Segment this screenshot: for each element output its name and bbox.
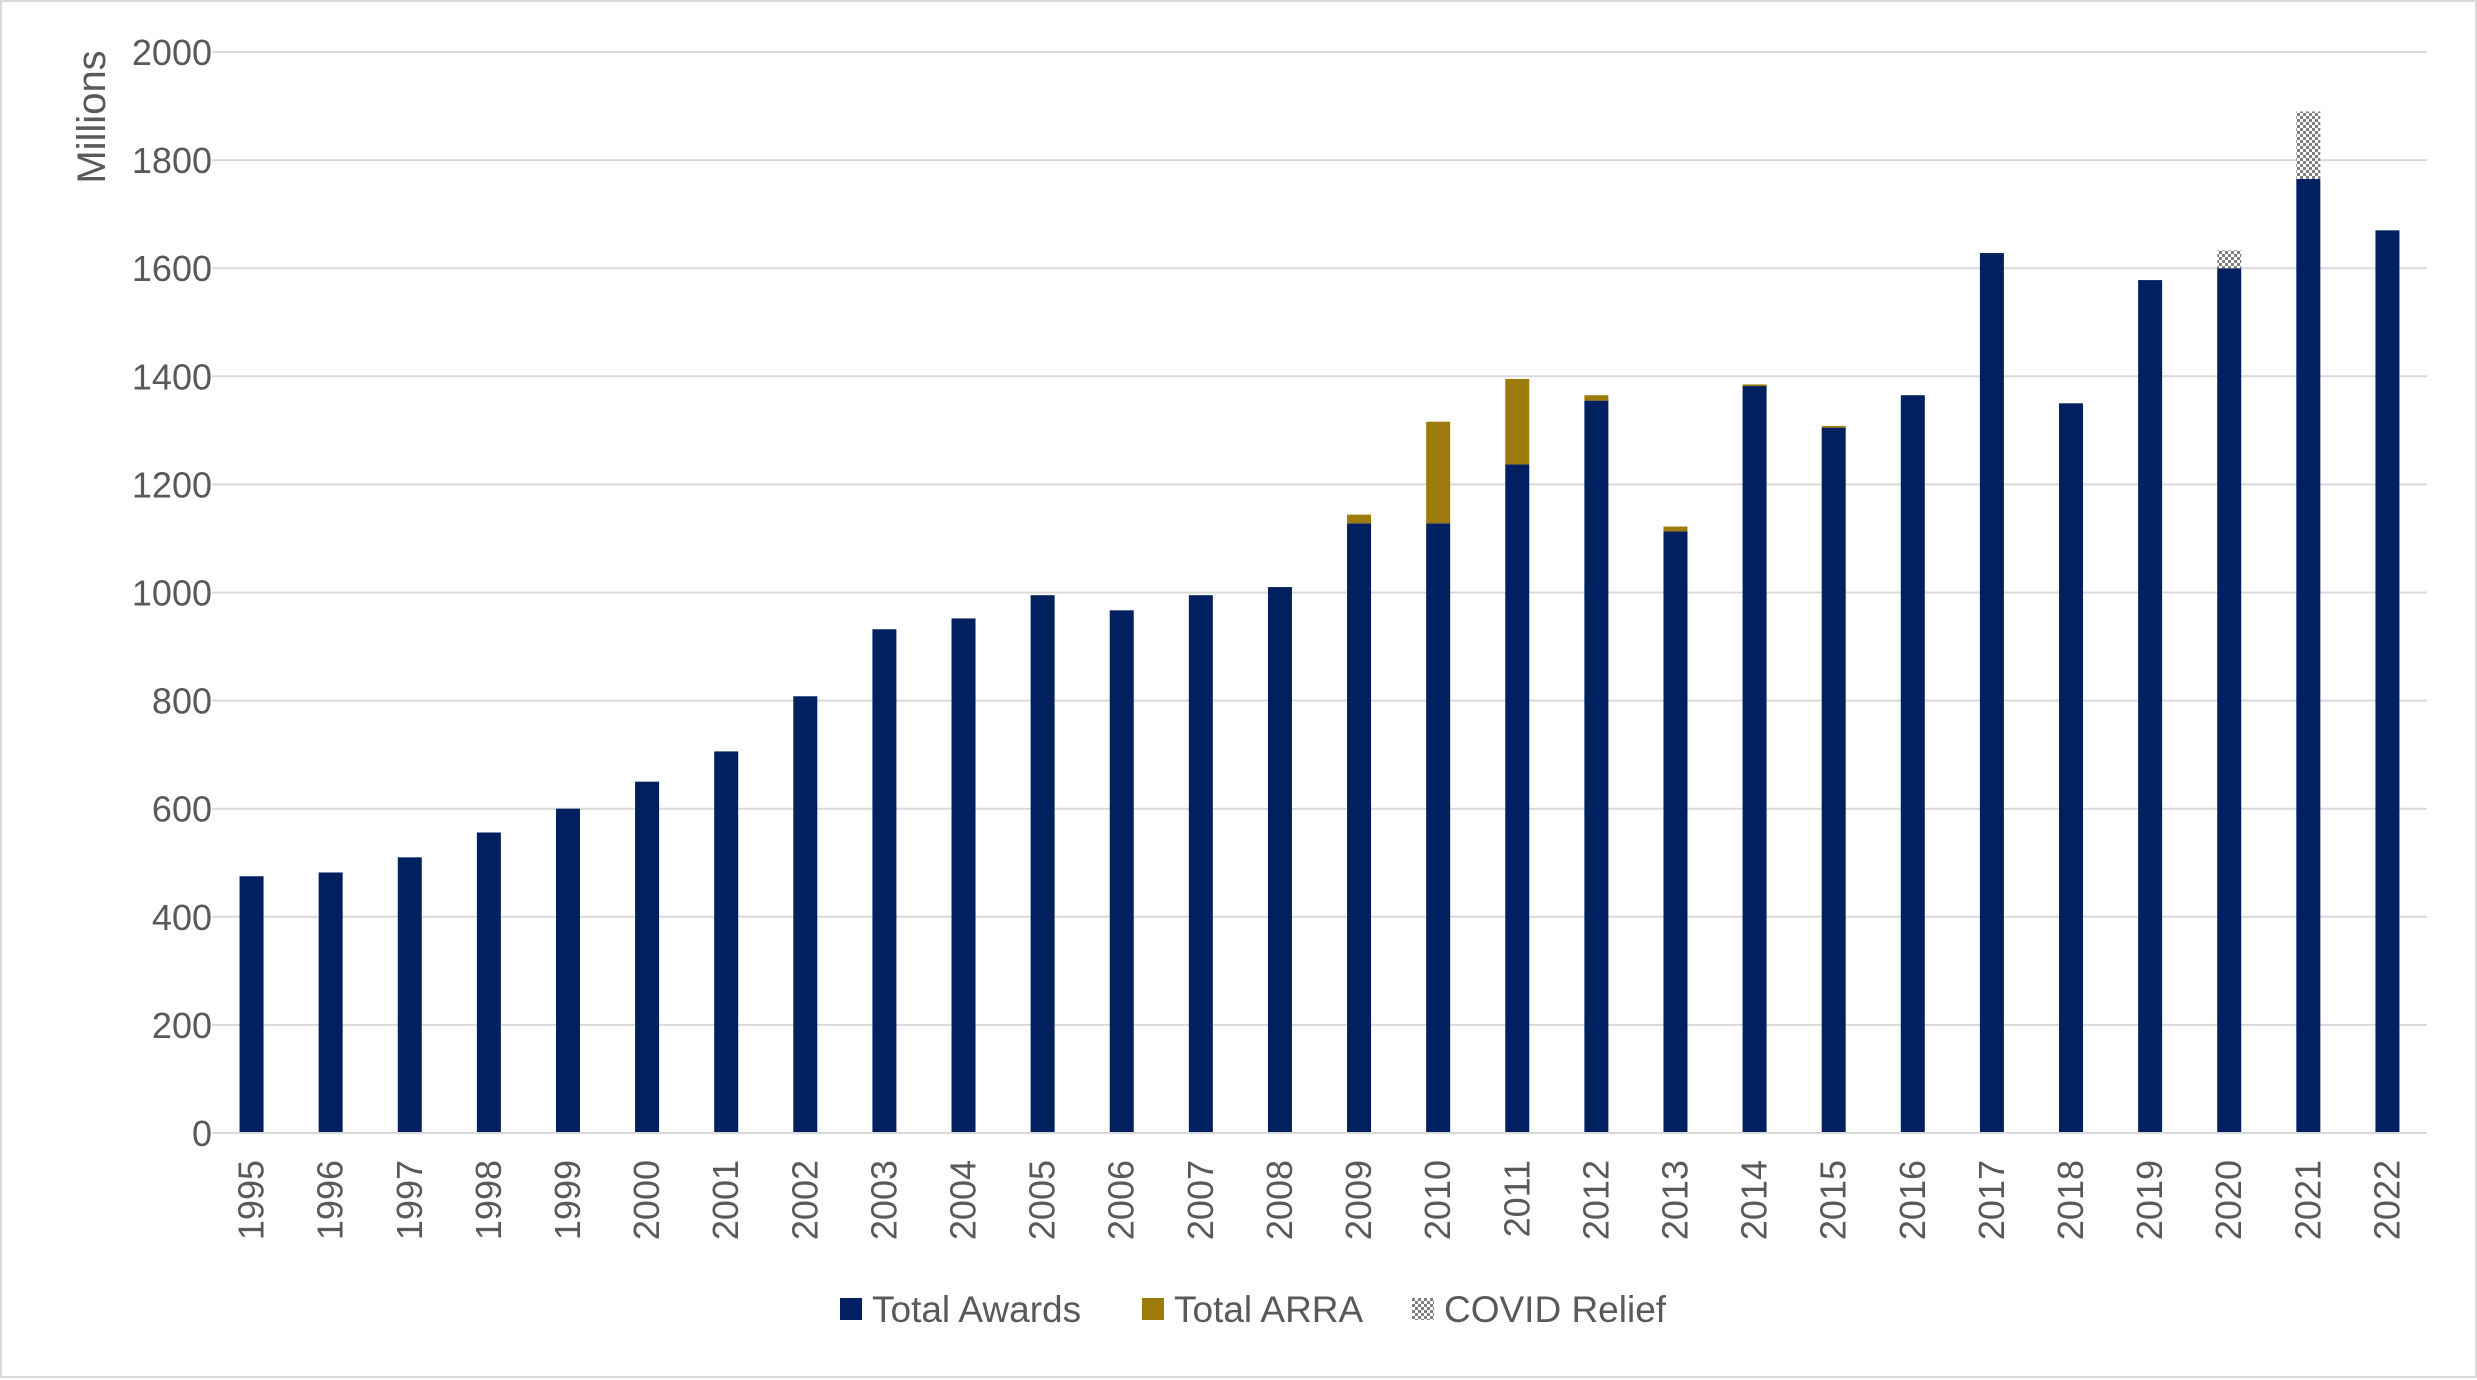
y-tick-label-200: 200 (152, 1005, 212, 1046)
y-tick-label-400: 400 (152, 897, 212, 938)
y-tick-label-1200: 1200 (132, 464, 212, 505)
bar-total-awards-2022 (2375, 230, 2400, 1134)
bar-total-awards-1997 (397, 857, 422, 1133)
bar-total-awards-2021 (2296, 179, 2321, 1133)
x-tick-label-2005: 2005 (1022, 1160, 1063, 1240)
bar-covid-relief-2021 (2296, 111, 2321, 180)
x-tick-label-1998: 1998 (468, 1160, 509, 1240)
bar-total-awards-2005 (1030, 595, 1055, 1133)
x-tick-label-2021: 2021 (2287, 1160, 2328, 1240)
bar-total-awards-2012 (1584, 400, 1609, 1133)
bar-total-awards-2001 (714, 751, 739, 1133)
x-tick-label-1999: 1999 (547, 1160, 588, 1240)
bar-total-awards-2007 (1188, 595, 1213, 1133)
bar-covid-relief-2020 (2217, 250, 2242, 269)
x-tick-labels: 1995 1996 1997 1998 1999 2000 2001 2002 2003 2004… (231, 1160, 2408, 1240)
bar-total-arra-2012 (1584, 395, 1609, 401)
legend-swatch-total-awards (840, 1298, 862, 1320)
x-tick-label-2010: 2010 (1417, 1160, 1458, 1240)
bar-total-awards-2020 (2217, 268, 2242, 1133)
x-tick-label-1996: 1996 (310, 1160, 351, 1240)
bar-total-awards-1999 (555, 808, 580, 1133)
x-tick-label-2018: 2018 (2050, 1160, 2091, 1240)
x-tick-label-2007: 2007 (1180, 1160, 1221, 1240)
bar-total-awards-2002 (793, 696, 818, 1133)
x-tick-label-2001: 2001 (705, 1160, 746, 1240)
x-tick-label-2014: 2014 (1734, 1160, 1775, 1240)
x-tick-label-2003: 2003 (863, 1160, 904, 1240)
x-tick-label-2012: 2012 (1575, 1160, 1616, 1240)
legend: Total Awards Total ARRA COVID Relief (840, 1289, 1667, 1330)
y-tick-label-1000: 1000 (132, 573, 212, 614)
x-tick-label-2017: 2017 (1971, 1160, 2012, 1240)
gridlines (212, 51, 2427, 1026)
y-tick-label-1400: 1400 (132, 356, 212, 397)
x-tick-label-2000: 2000 (626, 1160, 667, 1240)
bar-total-arra-2010 (1426, 421, 1451, 524)
legend-swatch-covid-relief (1412, 1298, 1434, 1320)
bar-total-awards-2013 (1663, 531, 1688, 1133)
bar-total-arra-2011 (1505, 379, 1530, 465)
bar-total-arra-2015 (1821, 426, 1846, 428)
x-tick-label-2002: 2002 (784, 1160, 825, 1240)
y-tick-label-2000: 2000 (132, 32, 212, 73)
bar-total-awards-2006 (1109, 610, 1134, 1133)
y-tick-label-600: 600 (152, 789, 212, 830)
x-tick-label-1997: 1997 (389, 1160, 430, 1240)
legend-label-total-awards: Total Awards (872, 1289, 1081, 1330)
x-tick-label-2013: 2013 (1654, 1160, 1695, 1240)
x-tick-label-2022: 2022 (2366, 1160, 2407, 1240)
y-axis-title: Millions (70, 50, 114, 183)
x-tick-label-2020: 2020 (2208, 1160, 2249, 1240)
x-tick-label-2016: 2016 (1892, 1160, 1933, 1240)
x-tick-label-2011: 2011 (1496, 1160, 1537, 1237)
x-tick-label-1995: 1995 (231, 1160, 272, 1240)
bar-total-awards-2015 (1821, 427, 1846, 1134)
bar-total-awards-1996 (318, 872, 343, 1133)
y-tick-label-0: 0 (192, 1113, 212, 1154)
bar-total-awards-2014 (1742, 386, 1767, 1133)
legend-label-total-arra: Total ARRA (1174, 1289, 1364, 1330)
bar-total-arra-2009 (1347, 514, 1372, 524)
x-tick-label-2008: 2008 (1259, 1160, 1300, 1240)
y-tick-label-800: 800 (152, 681, 212, 722)
legend-label-covid-relief: COVID Relief (1444, 1289, 1667, 1330)
bar-total-awards-2019 (2138, 280, 2163, 1133)
bar-total-awards-2016 (1900, 395, 1925, 1133)
bar-total-awards-1998 (476, 832, 501, 1133)
bar-total-awards-2018 (2059, 403, 2084, 1133)
y-tick-labels: 0 200 400 600 800 1000 1200 1400 1600 1800 2000 (132, 32, 212, 1154)
bar-total-arra-2014 (1742, 384, 1767, 387)
bar-total-arra-2013 (1663, 526, 1688, 532)
bars (239, 111, 2400, 1134)
x-tick-label-2009: 2009 (1338, 1160, 1379, 1240)
legend-swatch-total-arra (1142, 1298, 1164, 1320)
bar-total-awards-2009 (1347, 523, 1372, 1133)
bar-total-awards-1995 (239, 876, 264, 1133)
bar-total-awards-2011 (1505, 464, 1530, 1133)
bar-total-awards-2017 (1979, 253, 2004, 1134)
bar-total-awards-2000 (635, 781, 660, 1133)
x-tick-label-2015: 2015 (1813, 1160, 1854, 1240)
bar-total-awards-2004 (951, 618, 976, 1133)
bar-total-awards-2010 (1426, 523, 1451, 1133)
x-tick-label-2019: 2019 (2129, 1160, 2170, 1240)
x-tick-label-2004: 2004 (943, 1160, 984, 1240)
bar-total-awards-2003 (872, 629, 897, 1133)
x-tick-label-2006: 2006 (1101, 1160, 1142, 1240)
y-tick-label-1600: 1600 (132, 248, 212, 289)
y-tick-label-1800: 1800 (132, 140, 212, 181)
bar-total-awards-2008 (1267, 587, 1292, 1133)
